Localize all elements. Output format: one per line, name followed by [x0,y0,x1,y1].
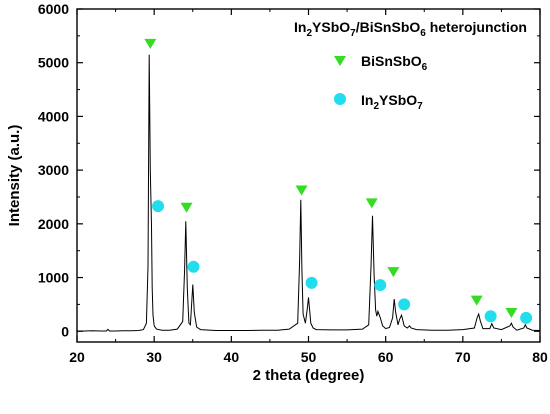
bisnsbo6-peak-marker [505,307,518,318]
x-tick-label: 20 [69,349,85,365]
x-tick-label: 60 [378,349,394,365]
in2ysbo7-peak-marker [305,276,318,289]
x-tick-label: 50 [301,349,317,365]
bisnsbo6-peak-marker [470,295,483,306]
in2ysbo7-peak-marker [152,200,165,213]
y-tick-label: 4000 [38,108,69,124]
axis-ticks [76,8,541,342]
y-axis-title: Intensity (a.u.) [6,125,23,227]
y-tick-label: 2000 [38,216,69,232]
legend-heading: In2YSbO7/BiSnSbO6 heterojunction [294,19,527,39]
y-tick-label: 3000 [38,162,69,178]
x-axis-title: 2 theta (degree) [253,367,365,384]
in2ysbo7-peak-marker [484,310,497,323]
x-tick-label: 80 [532,349,548,365]
in2ysbo7-peak-marker [398,298,411,311]
bisnsbo6-peak-marker [144,38,157,49]
legend: In2YSbO7/BiSnSbO6 heterojunction BiSnSbO… [294,19,527,112]
in2ysbo7-peak-marker [520,311,533,324]
bisnsbo6-peak-marker [295,185,308,196]
y-tick-label: 1000 [38,270,69,286]
bisnsbo6-peak-marker [387,267,400,278]
legend-in2ysbo7-marker-circle [334,93,346,105]
legend-in2ysbo7-label: In2YSbO7 [361,92,423,112]
plot-frame [76,8,541,343]
y-tick-label: 5000 [38,55,69,71]
y-tick-label: 0 [61,323,69,339]
x-tick-label: 40 [224,349,240,365]
x-tick-label: 70 [455,349,471,365]
x-tick-label: 30 [146,349,162,365]
y-tick-label: 6000 [38,1,69,17]
xrd-pattern-line [77,54,541,332]
legend-bisnsbo6-label: BiSnSbO6 [361,53,428,73]
in2ysbo7-peak-marker [187,260,200,273]
bisnsbo6-peak-marker [365,198,378,209]
legend-bisnsbo6-marker-triangle [334,56,346,66]
bisnsbo6-peak-marker [180,202,193,213]
axis-tick-labels: 20 30 40 50 60 70 80 0 1000 2000 3000 4000 5000 6000 [38,1,548,365]
phase-markers [144,38,533,324]
in2ysbo7-peak-marker [374,279,387,292]
